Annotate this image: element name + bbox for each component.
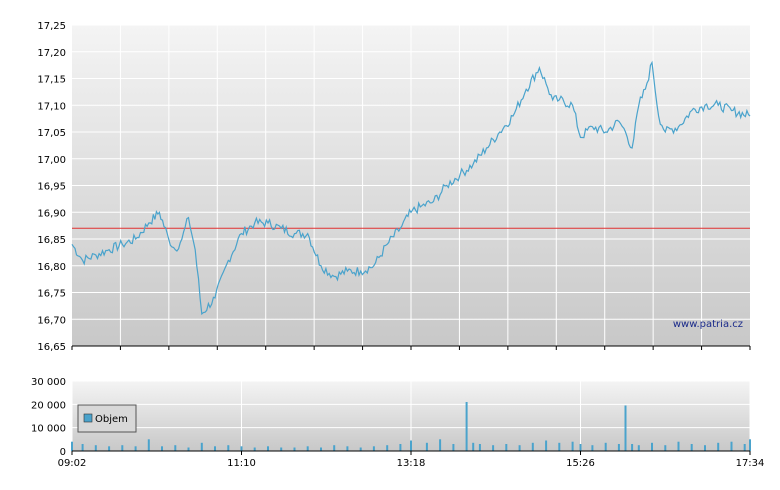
volume-bar [147, 439, 150, 451]
price-y-tick-label: 16,90 [37, 208, 66, 219]
volume-bar [664, 445, 667, 451]
volume-y-tick-label: 20 000 [31, 400, 66, 411]
volume-bar [174, 445, 177, 451]
volume-bar [280, 447, 283, 451]
volume-bar [690, 444, 693, 451]
volume-bar [531, 442, 534, 451]
volume-bar [558, 442, 561, 451]
volume-bar [465, 402, 468, 451]
price-y-tick-label: 17,20 [37, 48, 66, 59]
volume-bar [624, 405, 627, 451]
volume-bar [651, 442, 653, 451]
volume-bar [293, 447, 296, 451]
volume-bar [472, 442, 475, 451]
volume-bar [386, 445, 389, 451]
price-y-tick-label: 17,10 [37, 101, 66, 112]
volume-bar [730, 441, 733, 451]
volume-bar [306, 446, 309, 451]
price-series-line [71, 60, 751, 316]
volume-bar [743, 444, 746, 451]
volume-bar [320, 447, 322, 451]
price-y-tick-label: 17,25 [37, 21, 66, 32]
price-y-tick-label: 16,85 [37, 235, 66, 246]
volume-bar [187, 447, 190, 451]
volume-bar [439, 439, 442, 451]
price-y-tick-label: 17,15 [37, 75, 66, 86]
volume-bar [478, 444, 481, 451]
volume-bar [452, 444, 455, 451]
volume-bar [425, 442, 428, 451]
price-x-axis-ticks [71, 345, 751, 350]
volume-bar [121, 445, 124, 451]
volume-bar [492, 445, 495, 451]
volume-x-tick-label: 13:18 [397, 458, 426, 469]
volume-bar [579, 444, 582, 451]
volume-bar [253, 447, 256, 451]
price-y-tick-label: 16,65 [37, 342, 66, 353]
volume-y-tick-label: 10 000 [31, 424, 66, 435]
volume-x-tick-label: 11:10 [227, 458, 256, 469]
volume-bar [94, 445, 97, 451]
legend: Objem [77, 404, 137, 433]
volume-bar [545, 440, 548, 451]
volume-bar [267, 446, 269, 451]
volume-bar [359, 447, 362, 451]
price-y-tick-label: 16,95 [37, 182, 66, 193]
volume-bar [631, 444, 634, 451]
price-y-tick-label: 16,70 [37, 315, 66, 326]
volume-bar [604, 442, 607, 451]
volume-x-tick-label: 09:02 [58, 458, 87, 469]
legend-label: Objem [95, 414, 128, 425]
volume-bar [717, 442, 720, 451]
volume-bar [637, 445, 640, 451]
price-y-tick-label: 17,05 [37, 128, 66, 139]
volume-bar [410, 440, 412, 451]
volume-bar [505, 444, 508, 451]
volume-y-tick-label: 0 [60, 447, 66, 458]
volume-bar [71, 441, 73, 451]
volume-bars [71, 402, 751, 451]
volume-bar [214, 446, 216, 451]
volume-bar [749, 439, 751, 451]
volume-bar [617, 444, 620, 451]
volume-bar [333, 445, 336, 451]
volume-bar [571, 441, 574, 451]
volume-bar [227, 445, 230, 451]
volume-y-axis: 0 10 000 20 000 30 000 [31, 377, 66, 458]
price-y-tick-label: 16,80 [37, 262, 66, 273]
watermark: www.patria.cz [673, 319, 743, 330]
volume-bar [240, 446, 243, 451]
price-y-tick-label: 17,00 [37, 155, 66, 166]
price-gridlines [72, 24, 750, 347]
volume-y-tick-label: 30 000 [31, 377, 66, 388]
volume-bar [108, 446, 111, 451]
legend-swatch-icon [83, 413, 93, 423]
volume-bar [346, 446, 349, 451]
volume-bar [677, 441, 680, 451]
volume-bar [81, 444, 84, 451]
volume-x-tick-label: 17:34 [736, 458, 765, 469]
price-y-tick-label: 16,75 [37, 289, 66, 300]
volume-bar [704, 445, 706, 451]
volume-bar [591, 445, 594, 451]
volume-bar [161, 446, 163, 451]
volume-bar [134, 446, 137, 451]
volume-bar [399, 444, 402, 451]
volume-bar [372, 446, 375, 451]
volume-bar [200, 442, 203, 451]
price-y-axis: 16,65 16,70 16,75 16,80 16,85 16,90 16,95 17,00… [37, 21, 66, 353]
volume-x-tick-label: 15:26 [566, 458, 595, 469]
volume-x-axis: 09:02 11:10 13:18 15:26 17:34 [58, 450, 765, 469]
volume-bar [518, 445, 521, 451]
